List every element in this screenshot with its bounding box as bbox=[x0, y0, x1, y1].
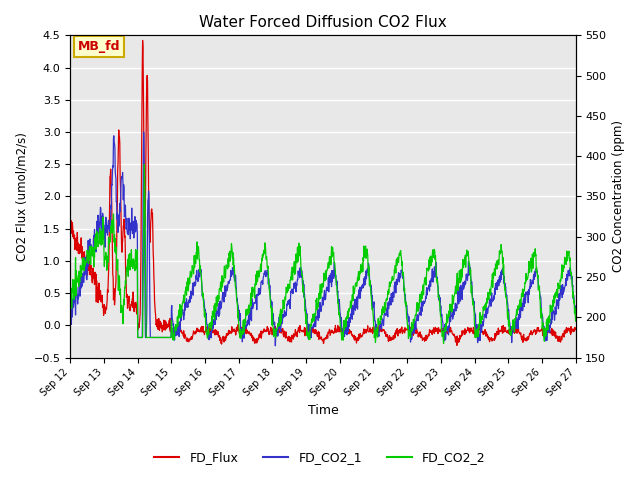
X-axis label: Time: Time bbox=[308, 404, 339, 417]
Legend: FD_Flux, FD_CO2_1, FD_CO2_2: FD_Flux, FD_CO2_1, FD_CO2_2 bbox=[149, 446, 491, 469]
Text: MB_fd: MB_fd bbox=[78, 40, 120, 53]
Y-axis label: CO2 Concentration (ppm): CO2 Concentration (ppm) bbox=[612, 120, 625, 273]
Title: Water Forced Diffusion CO2 Flux: Water Forced Diffusion CO2 Flux bbox=[199, 15, 447, 30]
Y-axis label: CO2 Flux (umol/m2/s): CO2 Flux (umol/m2/s) bbox=[15, 132, 28, 261]
